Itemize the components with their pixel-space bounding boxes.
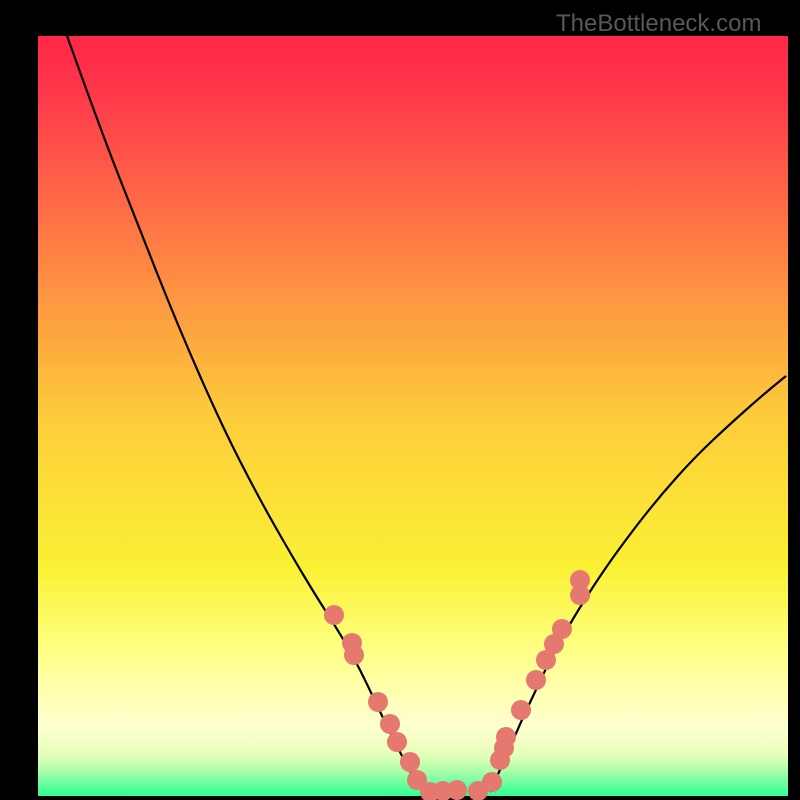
chart-container: TheBottleneck.com: [0, 0, 800, 800]
data-marker: [552, 619, 572, 639]
plot-background: [38, 36, 788, 796]
data-marker: [344, 645, 364, 665]
data-marker: [447, 780, 467, 800]
data-marker: [400, 752, 420, 772]
watermark-text: TheBottleneck.com: [556, 10, 761, 38]
chart-svg: [0, 0, 800, 800]
data-marker: [368, 692, 388, 712]
data-marker: [324, 605, 344, 625]
data-marker: [482, 772, 502, 792]
data-marker: [387, 732, 407, 752]
data-marker: [526, 670, 546, 690]
data-marker: [511, 700, 531, 720]
data-marker: [496, 727, 516, 747]
data-marker: [570, 570, 590, 590]
data-marker: [380, 714, 400, 734]
